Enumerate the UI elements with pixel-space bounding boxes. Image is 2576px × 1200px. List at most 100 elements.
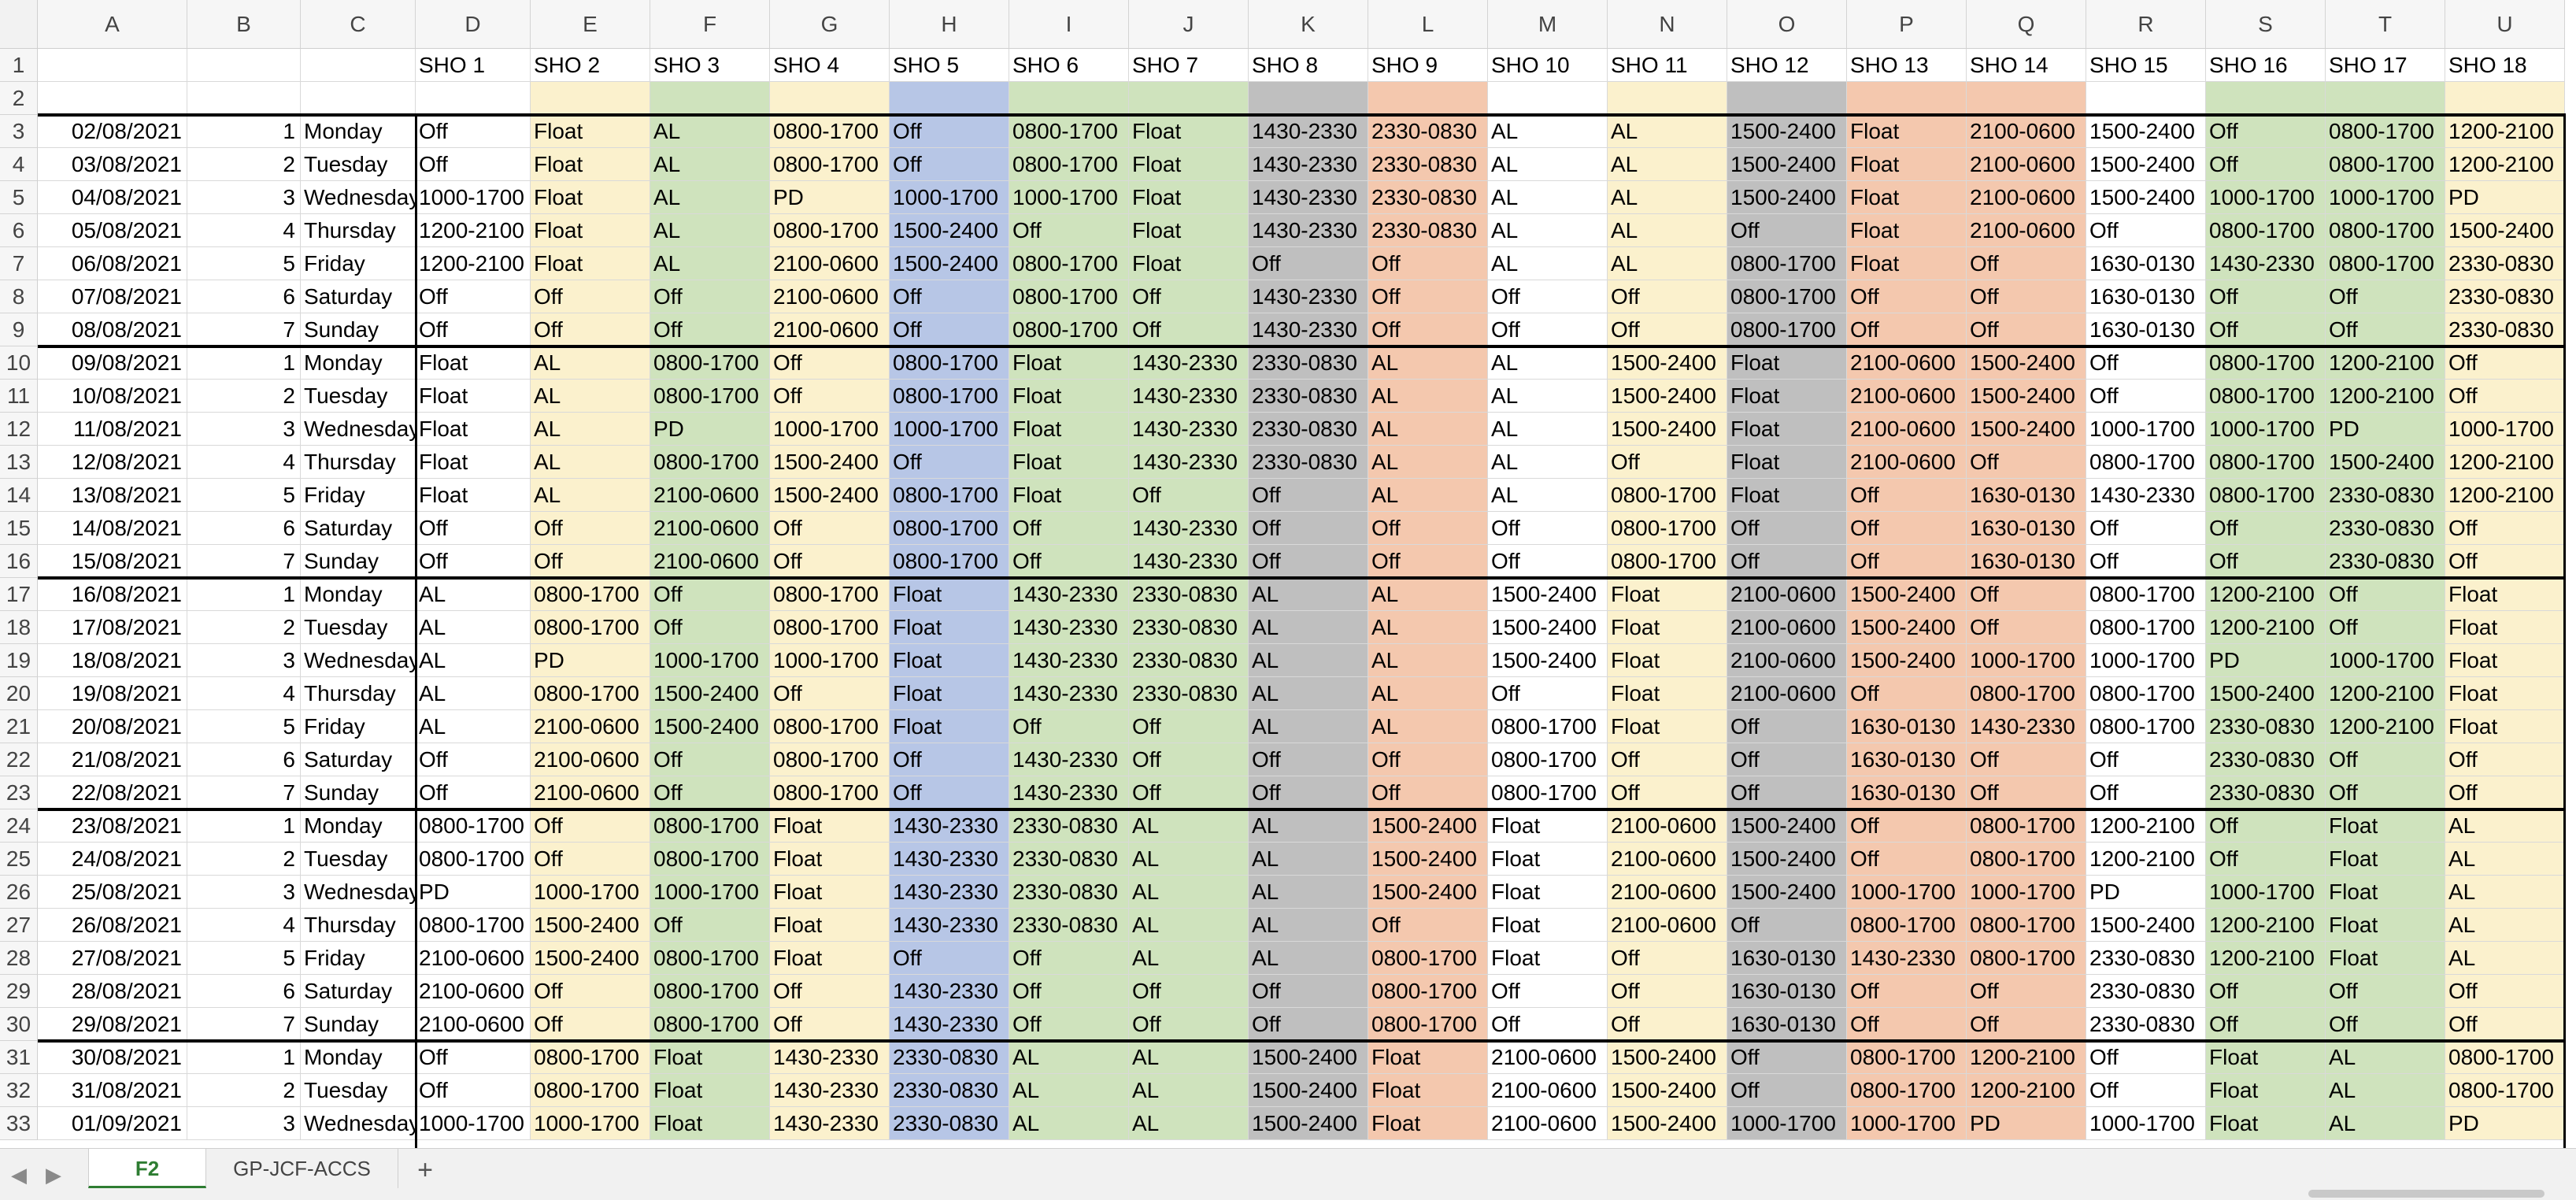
- cell-f16[interactable]: 2100-0600: [650, 545, 770, 578]
- cell-f3[interactable]: AL: [650, 115, 770, 148]
- cell-d13[interactable]: Float: [416, 446, 531, 479]
- cell-t26[interactable]: Float: [2326, 876, 2445, 909]
- cell-r20[interactable]: 0800-1700: [2086, 677, 2206, 710]
- cell-h26[interactable]: 1430-2330: [890, 876, 1009, 909]
- cell-f19[interactable]: 1000-1700: [650, 644, 770, 677]
- cell-g9[interactable]: 2100-0600: [770, 313, 890, 346]
- cell-s32[interactable]: Float: [2206, 1074, 2326, 1107]
- cell-s28[interactable]: 1200-2100: [2206, 942, 2326, 975]
- cell-s18[interactable]: 1200-2100: [2206, 611, 2326, 644]
- cell-e16[interactable]: Off: [531, 545, 650, 578]
- cell-o7[interactable]: 0800-1700: [1727, 247, 1847, 280]
- column-header-s[interactable]: S: [2206, 0, 2326, 49]
- cell-e30[interactable]: Off: [531, 1008, 650, 1041]
- cell-a29[interactable]: 28/08/2021: [38, 975, 187, 1008]
- cell-a16[interactable]: 15/08/2021: [38, 545, 187, 578]
- cell-q20[interactable]: 0800-1700: [1967, 677, 2086, 710]
- row-header[interactable]: 11: [0, 380, 38, 413]
- cell-n29[interactable]: Off: [1608, 975, 1727, 1008]
- cell-c17[interactable]: Monday: [301, 578, 416, 611]
- cell-q19[interactable]: 1000-1700: [1967, 644, 2086, 677]
- cell-r24[interactable]: 1200-2100: [2086, 809, 2206, 843]
- cell-n8[interactable]: Off: [1608, 280, 1727, 313]
- cell-f8[interactable]: Off: [650, 280, 770, 313]
- cell-r19[interactable]: 1000-1700: [2086, 644, 2206, 677]
- cell-g3[interactable]: 0800-1700: [770, 115, 890, 148]
- cell-e9[interactable]: Off: [531, 313, 650, 346]
- cell-g19[interactable]: 1000-1700: [770, 644, 890, 677]
- cell-e10[interactable]: AL: [531, 346, 650, 380]
- cell-h10[interactable]: 0800-1700: [890, 346, 1009, 380]
- cell-n5[interactable]: AL: [1608, 181, 1727, 214]
- cell-s8[interactable]: Off: [2206, 280, 2326, 313]
- cell-l2[interactable]: [1368, 82, 1488, 115]
- cell-d16[interactable]: Off: [416, 545, 531, 578]
- cell-t10[interactable]: 1200-2100: [2326, 346, 2445, 380]
- cell-e2[interactable]: [531, 82, 650, 115]
- cell-d14[interactable]: Float: [416, 479, 531, 512]
- cell-l33[interactable]: Float: [1368, 1107, 1488, 1140]
- cell-l6[interactable]: 2330-0830: [1368, 214, 1488, 247]
- cell-c8[interactable]: Saturday: [301, 280, 416, 313]
- cell-j30[interactable]: Off: [1129, 1008, 1249, 1041]
- cell-u20[interactable]: Float: [2445, 677, 2565, 710]
- cell-b26[interactable]: 3: [187, 876, 301, 909]
- cell-l18[interactable]: AL: [1368, 611, 1488, 644]
- cell-q32[interactable]: 1200-2100: [1967, 1074, 2086, 1107]
- cell-n2[interactable]: [1608, 82, 1727, 115]
- cell-h3[interactable]: Off: [890, 115, 1009, 148]
- cell-j22[interactable]: Off: [1129, 743, 1249, 776]
- cell-k10[interactable]: 2330-0830: [1249, 346, 1368, 380]
- cell-k17[interactable]: AL: [1249, 578, 1368, 611]
- cell-k21[interactable]: AL: [1249, 710, 1368, 743]
- cell-p21[interactable]: 1630-0130: [1847, 710, 1967, 743]
- cell-t14[interactable]: 2330-0830: [2326, 479, 2445, 512]
- cell-k32[interactable]: 1500-2400: [1249, 1074, 1368, 1107]
- cell-d23[interactable]: Off: [416, 776, 531, 809]
- cell-l20[interactable]: AL: [1368, 677, 1488, 710]
- cell-p28[interactable]: 1430-2330: [1847, 942, 1967, 975]
- cell-j28[interactable]: AL: [1129, 942, 1249, 975]
- cell-c2[interactable]: [301, 82, 416, 115]
- tab-f2[interactable]: F2: [88, 1149, 206, 1188]
- cell-g13[interactable]: 1500-2400: [770, 446, 890, 479]
- cell-h8[interactable]: Off: [890, 280, 1009, 313]
- column-header-p[interactable]: P: [1847, 0, 1967, 49]
- cell-u26[interactable]: AL: [2445, 876, 2565, 909]
- cell-c16[interactable]: Sunday: [301, 545, 416, 578]
- cell-t23[interactable]: Off: [2326, 776, 2445, 809]
- cell-j12[interactable]: 1430-2330: [1129, 413, 1249, 446]
- cell-j15[interactable]: 1430-2330: [1129, 512, 1249, 545]
- cell-i12[interactable]: Float: [1009, 413, 1129, 446]
- cell-s21[interactable]: 2330-0830: [2206, 710, 2326, 743]
- cell-o16[interactable]: Off: [1727, 545, 1847, 578]
- cell-m11[interactable]: AL: [1488, 380, 1608, 413]
- cell-o19[interactable]: 2100-0600: [1727, 644, 1847, 677]
- cell-l8[interactable]: Off: [1368, 280, 1488, 313]
- cell-q23[interactable]: Off: [1967, 776, 2086, 809]
- row-header[interactable]: 18: [0, 611, 38, 644]
- cell-s25[interactable]: Off: [2206, 843, 2326, 876]
- cell-r33[interactable]: 1000-1700: [2086, 1107, 2206, 1140]
- cell-h29[interactable]: 1430-2330: [890, 975, 1009, 1008]
- cell-s20[interactable]: 1500-2400: [2206, 677, 2326, 710]
- cell-s24[interactable]: Off: [2206, 809, 2326, 843]
- cell-c23[interactable]: Sunday: [301, 776, 416, 809]
- cell-o29[interactable]: 1630-0130: [1727, 975, 1847, 1008]
- row-header[interactable]: 21: [0, 710, 38, 743]
- cell-q15[interactable]: 1630-0130: [1967, 512, 2086, 545]
- cell-j17[interactable]: 2330-0830: [1129, 578, 1249, 611]
- cell-p6[interactable]: Float: [1847, 214, 1967, 247]
- cell-m24[interactable]: Float: [1488, 809, 1608, 843]
- cell-h32[interactable]: 2330-0830: [890, 1074, 1009, 1107]
- cell-r7[interactable]: 1630-0130: [2086, 247, 2206, 280]
- cell-t3[interactable]: 0800-1700: [2326, 115, 2445, 148]
- row-header[interactable]: 8: [0, 280, 38, 313]
- cell-c3[interactable]: Monday: [301, 115, 416, 148]
- cell-j13[interactable]: 1430-2330: [1129, 446, 1249, 479]
- cell-j23[interactable]: Off: [1129, 776, 1249, 809]
- cell-t25[interactable]: Float: [2326, 843, 2445, 876]
- cell-i8[interactable]: 0800-1700: [1009, 280, 1129, 313]
- cell-a21[interactable]: 20/08/2021: [38, 710, 187, 743]
- cell-k5[interactable]: 1430-2330: [1249, 181, 1368, 214]
